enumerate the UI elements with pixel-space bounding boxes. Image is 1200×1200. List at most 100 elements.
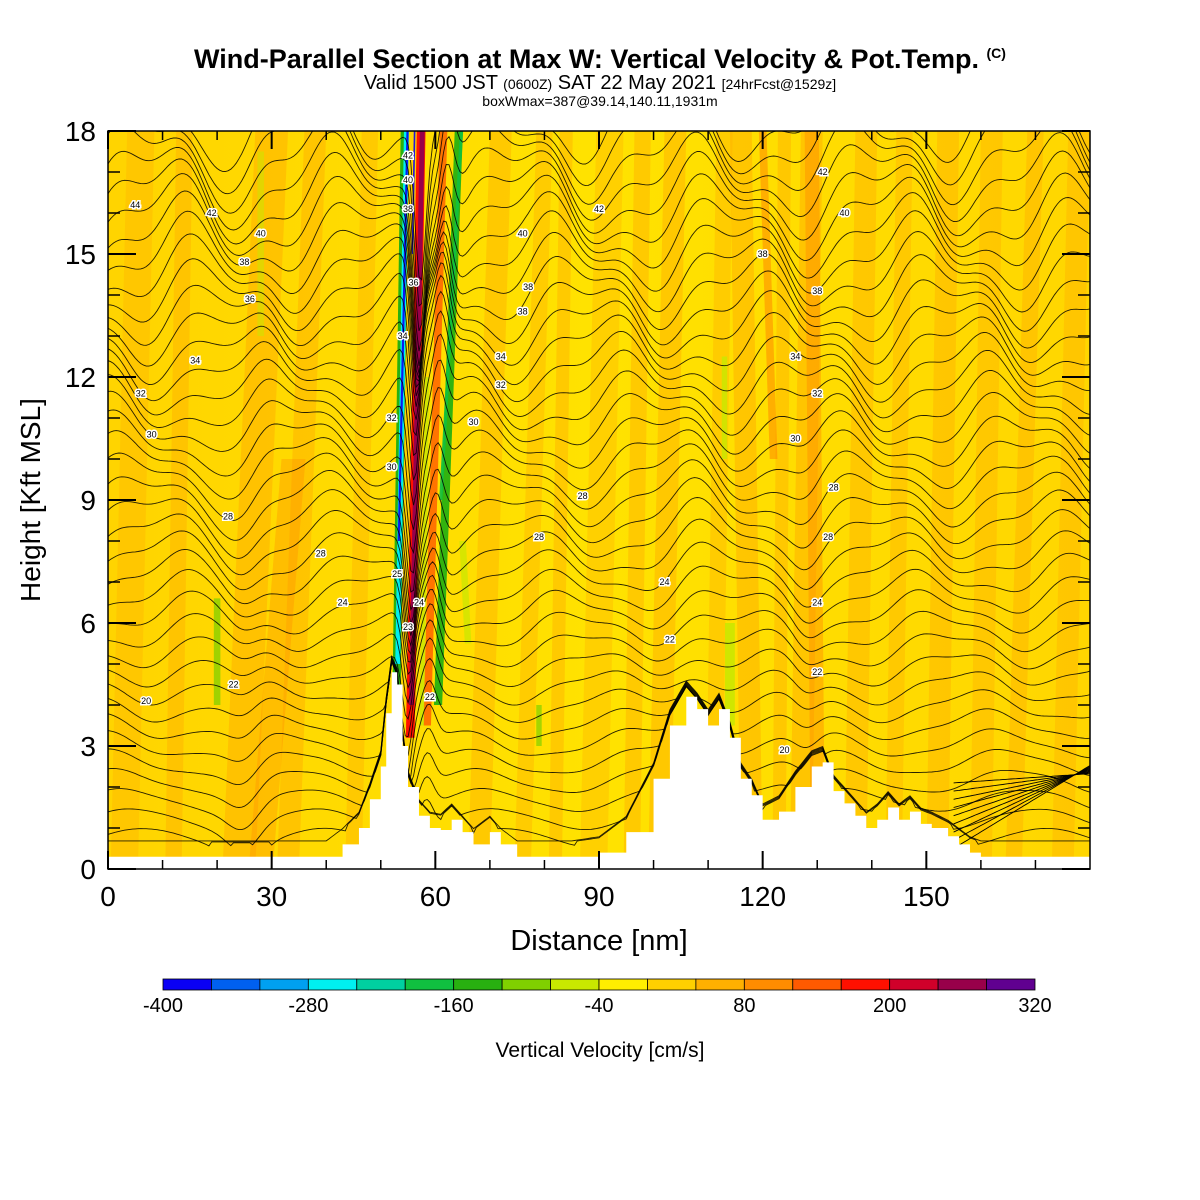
theta-contour: [108, 660, 1090, 775]
colorbar-swatch: [598, 978, 648, 991]
svg-text:34: 34: [190, 356, 200, 366]
theta-contour: [108, 210, 1090, 382]
theta-label: 24: [811, 596, 824, 609]
theta-contour: [108, 497, 1090, 636]
colorbar-swatch: [356, 978, 406, 991]
theta-contour: [953, 771, 1090, 800]
theta-contour: [108, 518, 1090, 647]
updraft-band: [758, 131, 778, 459]
svg-text:32: 32: [387, 413, 397, 423]
downdraft-band: [725, 623, 735, 726]
colorbar-swatch: [162, 978, 212, 991]
theta-contour: [108, 262, 1090, 420]
svg-text:25: 25: [392, 569, 402, 579]
y-tick-label: 0: [80, 854, 96, 885]
updraft-band: [423, 131, 448, 726]
colorbar-swatch: [792, 978, 842, 991]
colorbar-tick-label: -280: [288, 995, 328, 1017]
svg-text:22: 22: [228, 680, 238, 690]
svg-text:32: 32: [496, 380, 506, 390]
updraft-band: [514, 131, 553, 869]
svg-text:36: 36: [245, 294, 255, 304]
x-tick-label: 60: [420, 881, 451, 912]
theta-label: 22: [663, 633, 676, 646]
theta-label: 32: [134, 387, 147, 400]
updraft-band: [885, 131, 913, 869]
theta-contour: [953, 772, 1090, 792]
svg-text:28: 28: [829, 483, 839, 493]
theta-label: 22: [423, 690, 436, 703]
colorbar-tick-label: 200: [873, 995, 906, 1017]
colorbar-tick-label: 320: [1018, 995, 1051, 1017]
theta-contour: [108, 190, 1090, 379]
svg-text:30: 30: [387, 462, 397, 472]
y-tick-label: 3: [80, 731, 96, 762]
updraft-band: [623, 131, 651, 869]
downdraft-band: [433, 131, 463, 705]
x-axis-label: Distance [nm]: [510, 925, 687, 957]
theta-label: 34: [396, 330, 409, 343]
theta-label: 38: [516, 305, 529, 318]
downdraft-band: [721, 356, 728, 459]
theta-contour: [108, 333, 1090, 506]
theta-contour: [108, 657, 1090, 831]
svg-text:40: 40: [839, 208, 849, 218]
downdraft-band: [536, 705, 542, 746]
theta-contour: [953, 767, 1090, 833]
svg-text:22: 22: [812, 667, 822, 677]
updraft-band: [248, 459, 306, 869]
theta-label: 22: [811, 666, 824, 679]
x-tick-label: 0: [100, 881, 116, 912]
theta-contour: [108, 660, 1090, 778]
theta-contour: [108, 172, 1090, 374]
theta-label: 32: [385, 412, 398, 425]
svg-text:28: 28: [316, 548, 326, 558]
theta-contour: [108, 659, 1090, 786]
theta-contour: [108, 589, 1090, 690]
colorbar-tick-label: -40: [585, 995, 614, 1017]
theta-label: 40: [402, 174, 415, 187]
updraft-band: [1005, 131, 1044, 869]
chart-subtitle: Valid 1500 JST (0600Z) SAT 22 May 2021 […: [363, 72, 837, 94]
theta-contour: [108, 274, 1090, 437]
downdraft-band: [257, 151, 265, 336]
y-tick-label: 18: [65, 116, 96, 147]
colorbar-swatch: [937, 978, 987, 991]
colorbar-swatch: [840, 978, 891, 991]
colorbar-swatch: [501, 978, 551, 991]
svg-text:42: 42: [207, 208, 217, 218]
svg-text:38: 38: [758, 249, 768, 259]
theta-label: 42: [402, 149, 415, 162]
colorbar-swatch: [211, 978, 261, 991]
theta-contour: [108, 231, 1090, 389]
colorbar-swatch: [889, 978, 939, 991]
theta-label: 36: [243, 293, 256, 306]
theta-label: 30: [789, 432, 802, 445]
theta-contour: [108, 310, 1090, 481]
colorbar-swatch: [647, 978, 697, 991]
theta-label: 20: [778, 744, 791, 757]
theta-contour: [108, 657, 1090, 757]
theta-label: 30: [467, 416, 480, 429]
theta-label: 30: [145, 428, 158, 441]
colorbar-tick-label: 80: [733, 995, 755, 1017]
theta-label: 42: [816, 166, 829, 179]
svg-text:20: 20: [141, 696, 151, 706]
svg-text:23: 23: [403, 622, 413, 632]
svg-text:40: 40: [403, 175, 413, 185]
svg-text:44: 44: [130, 200, 140, 210]
svg-text:24: 24: [338, 598, 348, 608]
x-tick-label: 90: [583, 881, 614, 912]
colorbar-swatch: [259, 978, 309, 991]
theta-contour: [108, 441, 1090, 593]
svg-text:24: 24: [414, 598, 424, 608]
svg-text:32: 32: [136, 388, 146, 398]
theta-contour: [108, 619, 1090, 721]
theta-contour: [108, 656, 1090, 847]
svg-text:30: 30: [147, 429, 157, 439]
updraft-band: [789, 131, 823, 869]
theta-label: 42: [205, 207, 218, 220]
updraft-band: [548, 131, 573, 869]
theta-label: 28: [314, 547, 327, 560]
